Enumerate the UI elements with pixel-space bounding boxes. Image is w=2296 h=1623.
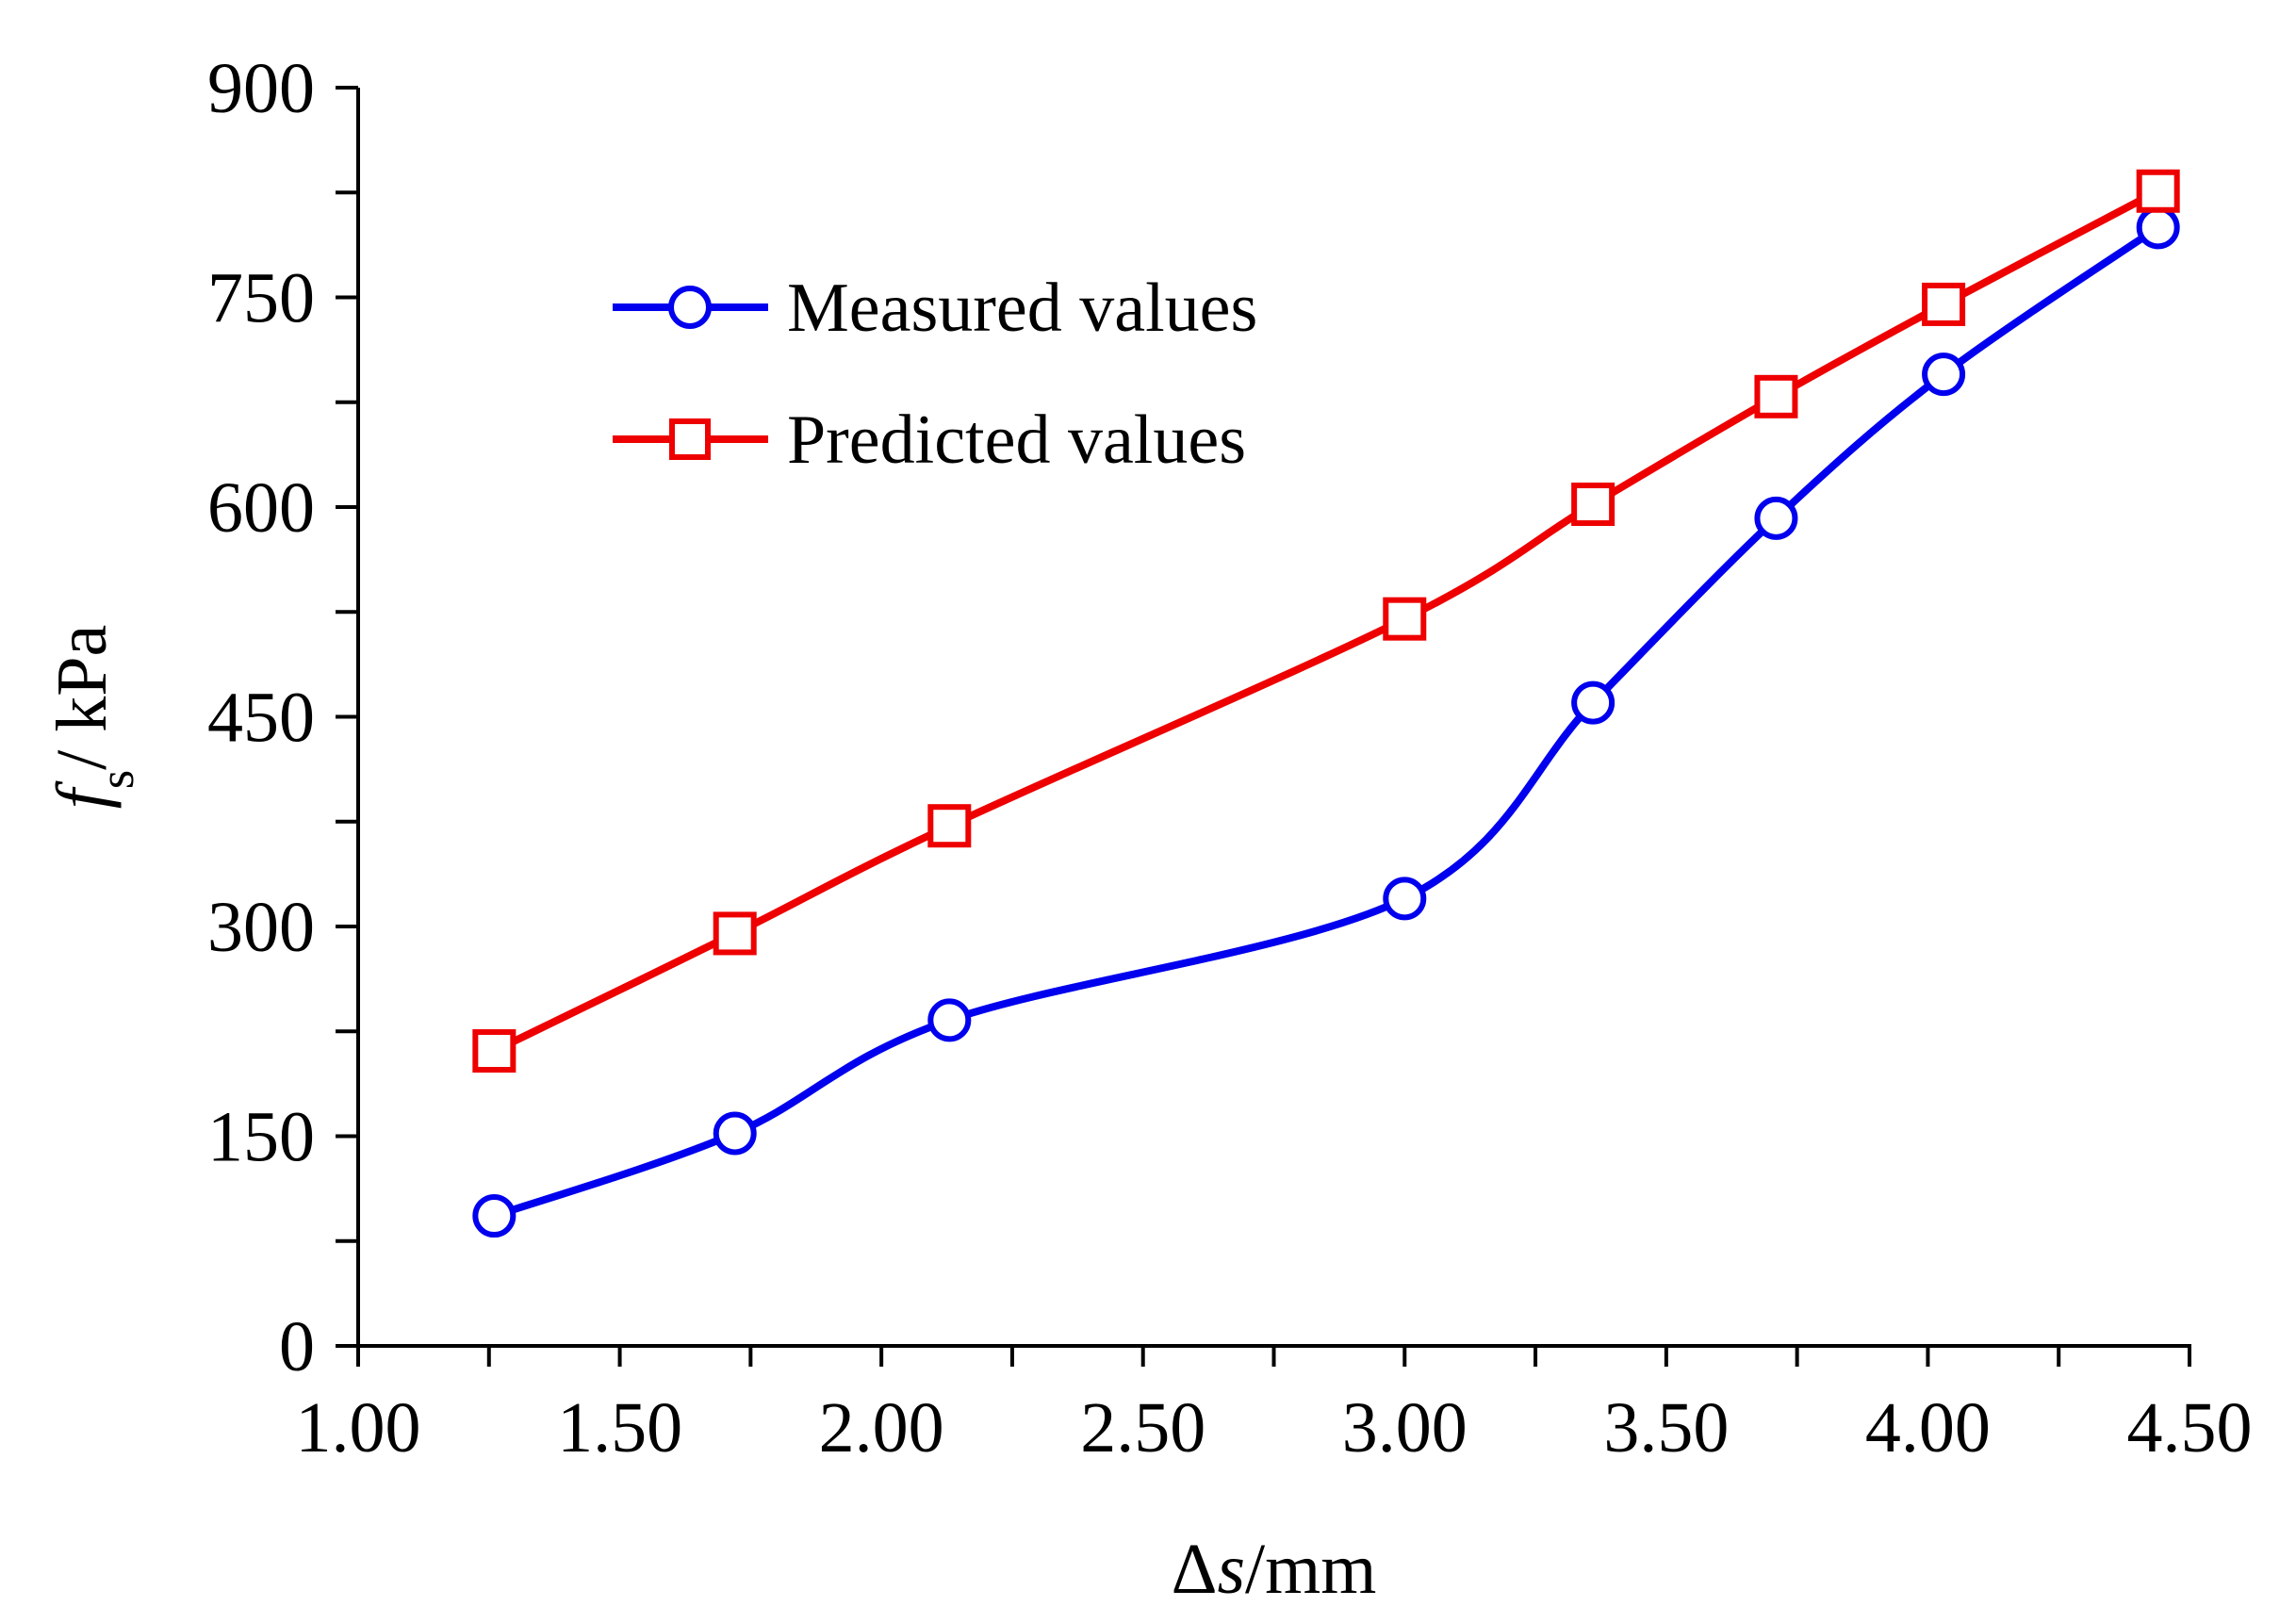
x-tick-label: 4.00 [1865, 1388, 1991, 1467]
y-axis-title-unit: / kPa [42, 625, 122, 770]
data-point [1754, 496, 1798, 540]
y-axis-title-sub: s [90, 770, 144, 789]
x-tick-label: 1.00 [296, 1388, 421, 1467]
x-tick-label: 2.00 [819, 1388, 944, 1467]
x-tick-label: 3.50 [1603, 1388, 1729, 1467]
x-axis-title: Δs/mm [1172, 1530, 1377, 1609]
y-tick-label: 450 [207, 679, 315, 758]
x-axis-ticks: 1.00 1.50 2.00 2.50 3.00 3.50 4.00 4.50 [296, 1346, 2253, 1467]
data-point [1922, 352, 1966, 397]
x-axis-title-unit: /mm [1245, 1530, 1376, 1609]
y-tick-label: 750 [207, 259, 315, 338]
axes [356, 88, 2191, 1348]
data-point [1571, 483, 1615, 527]
data-point [2136, 169, 2180, 213]
y-tick-label: 900 [207, 49, 315, 128]
legend-item-predicted: Predicted values [613, 402, 1246, 479]
y-tick-label: 0 [279, 1307, 315, 1386]
data-point [713, 1111, 757, 1156]
y-tick-label: 300 [207, 888, 315, 967]
series-line [490, 223, 2162, 1221]
x-tick-label: 1.50 [557, 1388, 682, 1467]
data-point [472, 1194, 517, 1238]
x-axis-title-prefix: Δ [1172, 1530, 1218, 1609]
data-point [1754, 374, 1798, 418]
x-axis-title-var: s [1217, 1530, 1245, 1609]
data-point [713, 911, 757, 956]
series-predicted [472, 169, 2180, 1074]
data-point [1383, 877, 1427, 921]
series-layer [472, 169, 2180, 1238]
y-tick-label: 600 [207, 468, 315, 548]
data-point [927, 998, 972, 1042]
legend-marker-measured [668, 286, 712, 329]
legend-item-measured: Measured values [613, 270, 1257, 347]
x-tick-label: 3.00 [1342, 1388, 1468, 1467]
x-tick-label: 2.50 [1080, 1388, 1205, 1467]
data-point [1922, 282, 1966, 326]
y-tick-label: 150 [207, 1098, 315, 1177]
y-axis-ticks: 0 150 300 450 600 750 900 [207, 49, 358, 1386]
series-measured [472, 205, 2180, 1238]
legend-label-predicted: Predicted values [787, 402, 1246, 479]
legend: Measured values Predicted values [613, 270, 1257, 479]
legend-marker-predicted [669, 418, 711, 460]
data-point [1383, 597, 1427, 641]
y-axis-title: fs/ kPa [42, 625, 144, 810]
series-line [490, 187, 2162, 1056]
data-point [2136, 205, 2180, 250]
data-point [472, 1029, 517, 1074]
data-point [1571, 680, 1615, 725]
data-point [927, 804, 972, 848]
x-tick-label: 4.50 [2127, 1388, 2253, 1467]
legend-label-measured: Measured values [787, 270, 1257, 347]
